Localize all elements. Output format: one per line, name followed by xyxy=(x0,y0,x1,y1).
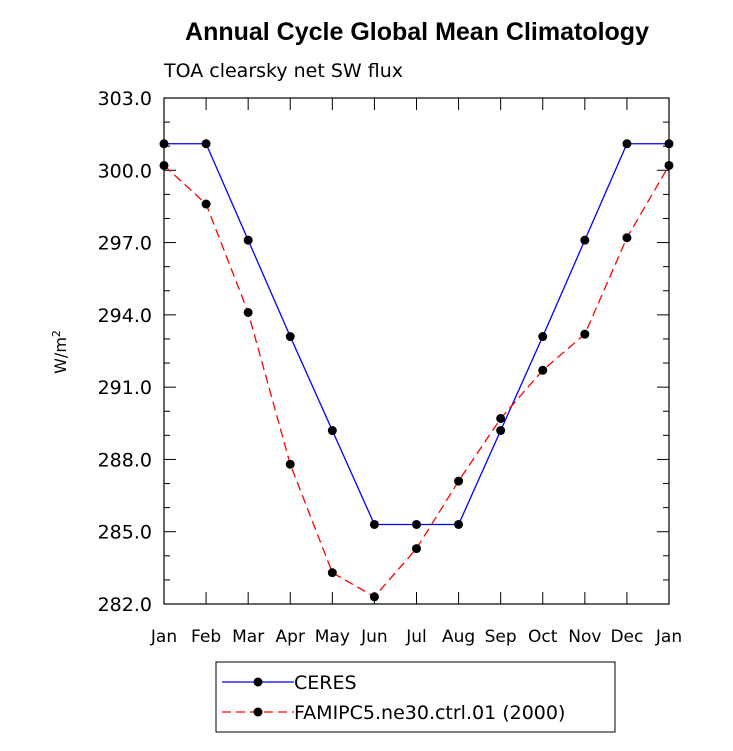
series-1-point xyxy=(496,426,506,436)
x-axis-ticks: Jan Feb Mar Apr May Jun Jul Aug Sep Oct Nov Dec Jan xyxy=(150,98,682,647)
y-axis-label-superscript: 2 xyxy=(50,330,63,337)
series-1-point xyxy=(622,139,632,149)
series-2-point xyxy=(285,459,295,469)
y-tick-label: 288.0 xyxy=(98,449,152,471)
series-2-point xyxy=(580,329,590,339)
y-tick-label: 282.0 xyxy=(98,594,152,616)
series-1-point xyxy=(243,235,253,245)
y-tick-label: 294.0 xyxy=(98,305,152,327)
x-tick-label: Jul xyxy=(405,627,427,647)
x-tick-label: Oct xyxy=(528,627,558,647)
series-1-point xyxy=(159,139,169,149)
chart-subtitle: TOA clearsky net SW flux xyxy=(163,60,403,82)
y-tick-label: 297.0 xyxy=(98,233,152,255)
y-tick-label: 285.0 xyxy=(98,522,152,544)
series-1-point xyxy=(454,519,464,529)
x-tick-label: Jan xyxy=(150,627,177,647)
series-line-2 xyxy=(163,164,670,598)
series-1-point xyxy=(201,139,211,149)
x-tick-label: Feb xyxy=(191,627,221,647)
x-tick-label: Dec xyxy=(610,627,643,647)
series-1-point xyxy=(327,426,337,436)
series-1-point xyxy=(369,519,379,529)
y-axis-label-text: W/m xyxy=(51,337,70,374)
series-1-point xyxy=(285,332,295,342)
series-2-point xyxy=(201,199,211,209)
chart-title: Annual Cycle Global Mean Climatology xyxy=(185,18,649,46)
x-tick-label: Apr xyxy=(276,627,305,647)
y-tick-label: 291.0 xyxy=(98,377,152,399)
series-1-point xyxy=(580,235,590,245)
legend-box xyxy=(215,661,616,733)
x-tick-label: Sep xyxy=(485,627,517,647)
legend: CERES FAMIPC5.ne30.ctrl.01 (2000) xyxy=(215,661,616,733)
series-2-point xyxy=(454,476,464,486)
series-2-point xyxy=(159,160,169,170)
series-2-point xyxy=(369,592,379,602)
series-2-point xyxy=(622,233,632,243)
plot-area: 282.0 285.0 288.0 291.0 294.0 297.0 300.0 303.0… xyxy=(98,88,683,647)
series-2-point xyxy=(243,307,253,317)
x-tick-label: Jan xyxy=(655,627,682,647)
series-2-point xyxy=(538,365,548,375)
series-2-point xyxy=(496,413,506,423)
series-line-1 xyxy=(164,143,669,526)
y-axis-label: W/m2 xyxy=(50,330,70,374)
x-tick-label: Mar xyxy=(232,627,264,647)
legend-marker-1 xyxy=(253,677,263,687)
x-tick-label: May xyxy=(315,627,350,647)
series-1-point xyxy=(412,519,421,529)
series-2-point xyxy=(412,544,421,554)
y-axis-ticks: 282.0 285.0 288.0 291.0 294.0 297.0 300.0 303.0 xyxy=(98,88,669,616)
y-tick-label: 300.0 xyxy=(98,160,152,182)
series-1-point xyxy=(538,332,548,342)
legend-marker-2 xyxy=(253,707,263,717)
series-2-point xyxy=(327,568,337,578)
series-2-point xyxy=(664,160,674,170)
x-tick-label: Nov xyxy=(568,627,601,647)
y-tick-label: 303.0 xyxy=(98,88,152,110)
legend-label-2: FAMIPC5.ne30.ctrl.01 (2000) xyxy=(294,702,565,724)
series-1-point xyxy=(664,139,674,149)
legend-label-1: CERES xyxy=(294,672,357,694)
series-layer xyxy=(159,139,674,602)
x-tick-label: Jun xyxy=(360,627,388,647)
x-tick-label: Aug xyxy=(442,627,475,647)
